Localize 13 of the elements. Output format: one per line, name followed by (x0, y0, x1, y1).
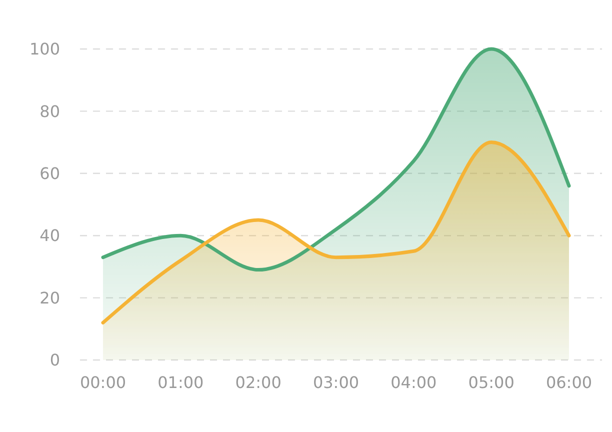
y-tick-label: 0 (50, 350, 60, 370)
y-tick-label: 100 (29, 40, 60, 59)
x-tick-label: 03:00 (312, 373, 360, 392)
y-tick-label: 40 (40, 226, 60, 246)
x-tick-label: 04:00 (390, 373, 437, 392)
y-tick-label: 60 (40, 164, 60, 183)
x-tick-label: 00:00 (80, 373, 126, 392)
x-tick-label: 05:00 (468, 373, 514, 392)
y-tick-label: 20 (40, 288, 60, 308)
y-tick-label: 80 (40, 102, 60, 121)
x-tick-label: 02:00 (235, 373, 282, 392)
x-tick-label: 06:00 (546, 373, 592, 392)
x-tick-label: 01:00 (158, 373, 204, 392)
